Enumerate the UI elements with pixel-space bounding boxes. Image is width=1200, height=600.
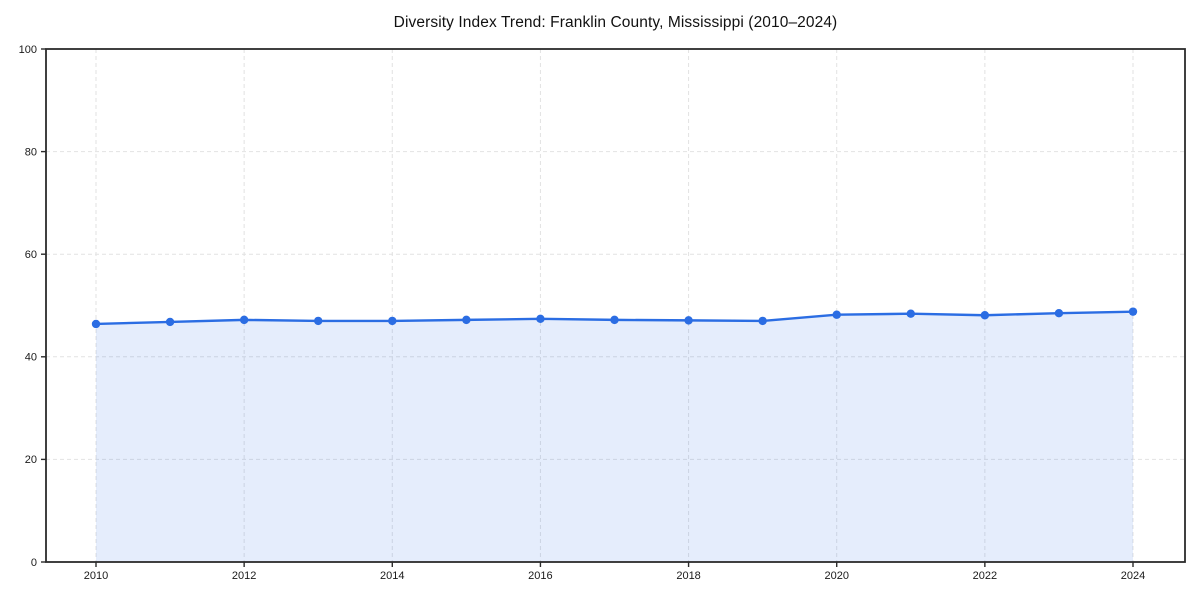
- data-point-2020: [832, 310, 841, 319]
- x-axis-tick-label: 2022: [973, 570, 997, 582]
- y-axis-tick-label: 0: [31, 557, 37, 569]
- y-axis-tick-label: 80: [25, 146, 37, 158]
- data-point-2023: [1054, 308, 1064, 318]
- x-axis-tick-label: 2012: [232, 570, 256, 582]
- x-axis-tick-label: 2010: [84, 570, 108, 582]
- plot-border: [45, 48, 1186, 563]
- data-point-2012: [239, 315, 249, 325]
- data-point-2010: [91, 319, 101, 329]
- y-axis-tick-label: 60: [25, 249, 37, 261]
- chart-title: Diversity Index Trend: Franklin County, …: [393, 14, 838, 31]
- data-point-2019: [758, 316, 767, 326]
- data-point-2014: [388, 316, 397, 326]
- data-point-2015: [462, 315, 471, 325]
- y-axis-tick-label: 40: [25, 352, 37, 364]
- data-point-2018: [684, 316, 693, 325]
- data-point-2016: [536, 314, 545, 324]
- y-axis-tick-label: 100: [19, 44, 37, 56]
- x-axis-tick-label: 2024: [1121, 570, 1145, 582]
- data-point-2021: [906, 309, 915, 318]
- data-point-2024: [1128, 307, 1138, 316]
- x-axis-tick-label: 2014: [380, 570, 404, 582]
- data-point-2017: [610, 315, 619, 325]
- x-axis-tick-label: 2020: [824, 570, 848, 582]
- x-axis-tick-label: 2018: [676, 570, 700, 582]
- area-fill: [96, 311, 1133, 562]
- data-point-2022: [980, 311, 990, 320]
- y-axis-tick-label: 20: [25, 454, 37, 466]
- data-point-2013: [314, 316, 323, 326]
- x-axis-tick-label: 2016: [528, 570, 552, 582]
- data-point-2011: [165, 317, 175, 327]
